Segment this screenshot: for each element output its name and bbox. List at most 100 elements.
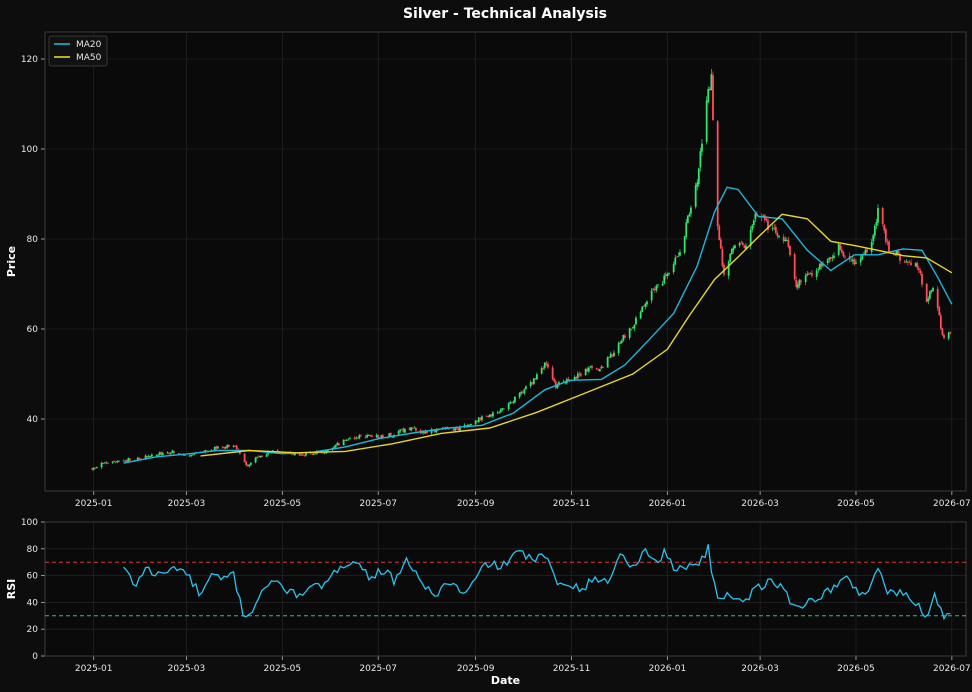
price-ytick-label: 60	[27, 325, 39, 335]
rsi-ytick-label: 60	[27, 572, 39, 582]
candle-body	[399, 429, 402, 432]
candle-body	[921, 273, 923, 285]
price-legend: MA20 MA50	[48, 35, 108, 67]
candle-body	[817, 268, 820, 270]
candle-body	[622, 334, 625, 341]
candle-body	[765, 218, 768, 221]
candle-body	[639, 311, 642, 319]
candle-body	[531, 382, 534, 384]
candle-body	[580, 373, 582, 376]
candle-body	[661, 283, 664, 286]
candle-body	[708, 88, 711, 91]
candle-body	[92, 468, 95, 470]
candle-body	[501, 408, 504, 410]
candle-body	[397, 431, 400, 435]
candle-body	[312, 453, 315, 455]
candle-body	[161, 453, 164, 455]
candle-body	[710, 74, 713, 90]
candle-body	[899, 253, 901, 261]
candle-body	[380, 435, 383, 438]
candle-body	[564, 382, 567, 384]
candle-body	[183, 454, 186, 456]
rsi-xtick-label: 2025-09	[457, 664, 495, 674]
price-frame	[44, 31, 967, 492]
candle-body	[111, 461, 114, 463]
candle-body	[536, 374, 538, 380]
candle-body	[895, 250, 898, 256]
candle-body	[630, 328, 633, 330]
candle-body	[227, 445, 230, 447]
candle-body	[749, 229, 752, 246]
candle-body	[358, 435, 361, 439]
candle-body	[806, 273, 809, 276]
candle-body	[364, 436, 367, 438]
candle-body	[833, 255, 835, 258]
candle-body	[455, 428, 458, 429]
candle-body	[767, 220, 769, 230]
candle-body	[558, 382, 560, 386]
price-xtick-label: 2025-07	[359, 499, 397, 509]
candle-body	[314, 453, 317, 455]
candle-body	[102, 462, 105, 464]
candle-body	[707, 89, 710, 102]
rsi-xtick-label: 2025-07	[359, 664, 397, 674]
candle-body	[741, 243, 744, 246]
candle-body	[925, 283, 928, 303]
candle-body	[216, 446, 219, 449]
candle-body	[646, 301, 648, 305]
candle-body	[690, 207, 692, 214]
candle-body	[820, 263, 823, 267]
candle-body	[617, 343, 620, 354]
candle-body	[886, 241, 889, 243]
candle-body	[936, 288, 939, 308]
candle-body	[578, 373, 581, 375]
candle-body	[503, 408, 505, 410]
candle-body	[785, 239, 788, 241]
candle-body	[347, 439, 350, 441]
candle-body	[906, 261, 909, 263]
candle-body	[873, 225, 876, 236]
candle-body	[221, 446, 224, 448]
candle-body	[433, 430, 436, 433]
candle-body	[122, 460, 125, 462]
candle-body	[657, 284, 659, 286]
candle-body	[609, 353, 612, 358]
candle-body	[138, 457, 141, 459]
candle-body	[586, 368, 589, 372]
candle-body	[916, 263, 919, 268]
rsi-xtick-label: 2025-03	[168, 664, 206, 674]
candle-body	[927, 298, 930, 302]
candle-body	[664, 274, 667, 277]
candle-body	[336, 443, 339, 446]
rsi-xtick-label: 2025-01	[75, 664, 113, 674]
candle-body	[249, 462, 252, 465]
candle-body	[402, 428, 405, 432]
candle-body	[169, 452, 172, 454]
legend-label-ma20: MA20	[76, 40, 102, 50]
candle-body	[338, 443, 340, 446]
candle-body	[518, 392, 521, 398]
price-xtick-label: 2026-07	[933, 499, 971, 509]
candle-body	[367, 435, 370, 436]
candle-body	[633, 325, 636, 329]
candle-body	[743, 245, 746, 248]
candle-body	[729, 253, 732, 262]
candle-body	[128, 458, 131, 461]
candle-body	[369, 435, 372, 436]
candle-body	[281, 452, 284, 454]
candle-body	[136, 457, 139, 461]
candle-body	[644, 303, 647, 307]
candle-body	[474, 420, 477, 425]
candle-body	[567, 378, 570, 381]
candle-body	[575, 376, 578, 379]
candle-body	[859, 258, 862, 263]
candle-body	[413, 427, 416, 429]
candle-body	[477, 417, 480, 423]
candle-body	[653, 289, 656, 291]
candle-body	[353, 437, 356, 439]
candle-body	[554, 381, 557, 388]
candle-body	[155, 454, 158, 456]
candle-body	[256, 456, 259, 458]
candle-body	[276, 450, 279, 452]
price-plot-area	[45, 32, 966, 491]
